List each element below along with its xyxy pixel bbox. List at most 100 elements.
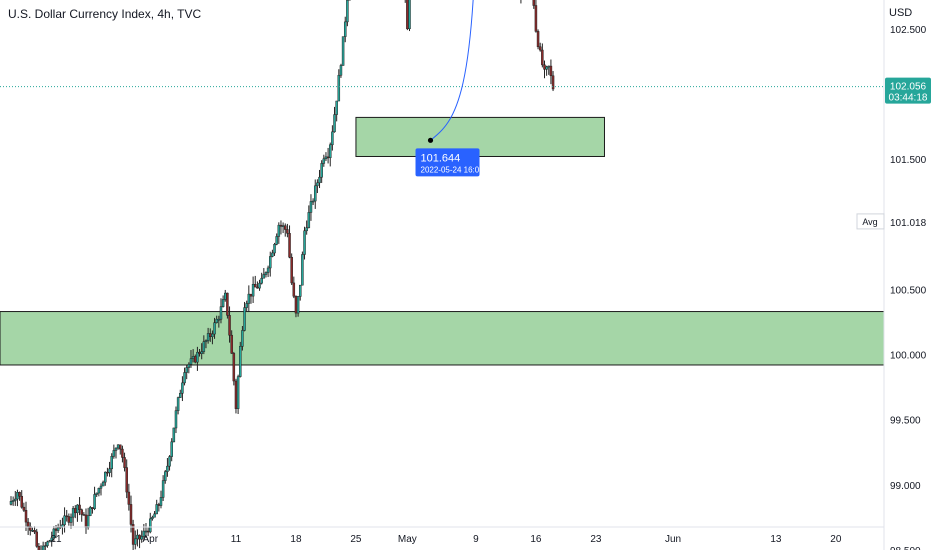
candle-body [157,504,161,506]
candle-138 [305,220,308,235]
candle-124 [275,233,278,246]
candle-143 [316,179,319,194]
candle-152 [335,100,338,122]
zone-middle [355,116,605,157]
candle-20 [52,526,56,542]
candle-body [185,367,188,373]
candle-153 [337,69,341,102]
candle-body [24,510,28,523]
chart-title: U.S. Dollar Currency Index, 4h, TVC [8,7,202,21]
candle-body [236,376,240,409]
candle-250 [545,65,548,76]
candle-16 [44,542,47,550]
candle-body [536,31,540,48]
x-tick-label: 20 [830,534,842,545]
candle-106 [236,374,240,415]
candle-125 [277,222,281,244]
candle-15 [41,541,45,550]
candle-body [534,5,538,32]
candle-body [153,513,156,518]
candle-body [256,286,259,289]
candle-127 [281,222,285,234]
candle-4 [18,491,21,501]
candle-body [76,504,79,514]
candle-body [249,293,253,297]
candle-body [194,356,197,363]
candle-body [258,282,261,289]
candle-54 [125,459,128,499]
candle-185 [406,0,409,31]
candle-body [269,256,272,269]
candle-145 [320,160,323,183]
candle-53 [123,452,126,472]
candle-body [138,534,141,540]
projection-arrow [430,0,474,141]
candle-123 [273,242,276,256]
candle-body [247,293,251,304]
x-tick-label: May [398,534,417,545]
candle-89 [200,343,203,360]
candle-129 [286,223,289,238]
candle-body [97,487,101,494]
x-tick-label: Apr [142,534,158,545]
candle-body [266,267,270,273]
candle-body [31,530,34,532]
candle-252 [549,59,553,85]
candle-37 [89,505,92,517]
candle-107 [239,341,242,378]
candle-body [251,283,255,297]
candle-body [346,0,349,23]
candle-13 [37,543,41,550]
x-tick-label: 16 [530,534,542,545]
candle-body [532,0,536,6]
candle-body [318,176,321,184]
avg-tag-value: 101.018 [890,218,927,229]
candle-42 [99,483,103,496]
x-tick-label: 21 [50,534,62,545]
candle-body [277,224,281,237]
candle-39 [93,486,96,511]
candle-body [26,521,30,527]
candle-41 [97,487,101,497]
y-tick-label: 100.000 [890,351,927,362]
candle-50 [116,444,120,450]
low-marker-date: 2022-05-24 16:00 [421,165,485,174]
candle-55 [127,483,131,511]
candle-body [288,233,291,258]
candle-148 [326,147,330,164]
candle-body [78,504,81,510]
candle-96 [215,315,218,324]
candle-body [294,296,298,314]
candle-100 [224,289,227,302]
candle-body [234,380,238,409]
candle-body [84,514,88,528]
candle-98 [219,298,223,324]
candle-49 [114,447,118,459]
candle-body [549,65,553,77]
candle-body [279,224,283,227]
candle-body [181,382,184,394]
low-marker-box [415,148,480,177]
candle-body [89,507,92,517]
candle-body [301,254,304,286]
candle-body [202,341,206,352]
candle-body [337,74,341,102]
candle-101 [226,292,229,319]
candle-body [538,46,542,51]
candle-body [168,456,171,467]
candle-157 [346,0,349,27]
candle-35 [84,508,88,534]
candle-body [303,230,306,255]
x-tick-label: 23 [590,534,602,545]
candle-24 [61,517,64,535]
candle-body [69,516,73,523]
candle-253 [551,71,555,92]
candle-body [551,75,555,90]
candle-97 [217,315,221,328]
candle-22 [56,523,60,533]
candle-40 [95,492,98,497]
candle-body [166,465,169,472]
candle-body [101,481,105,487]
